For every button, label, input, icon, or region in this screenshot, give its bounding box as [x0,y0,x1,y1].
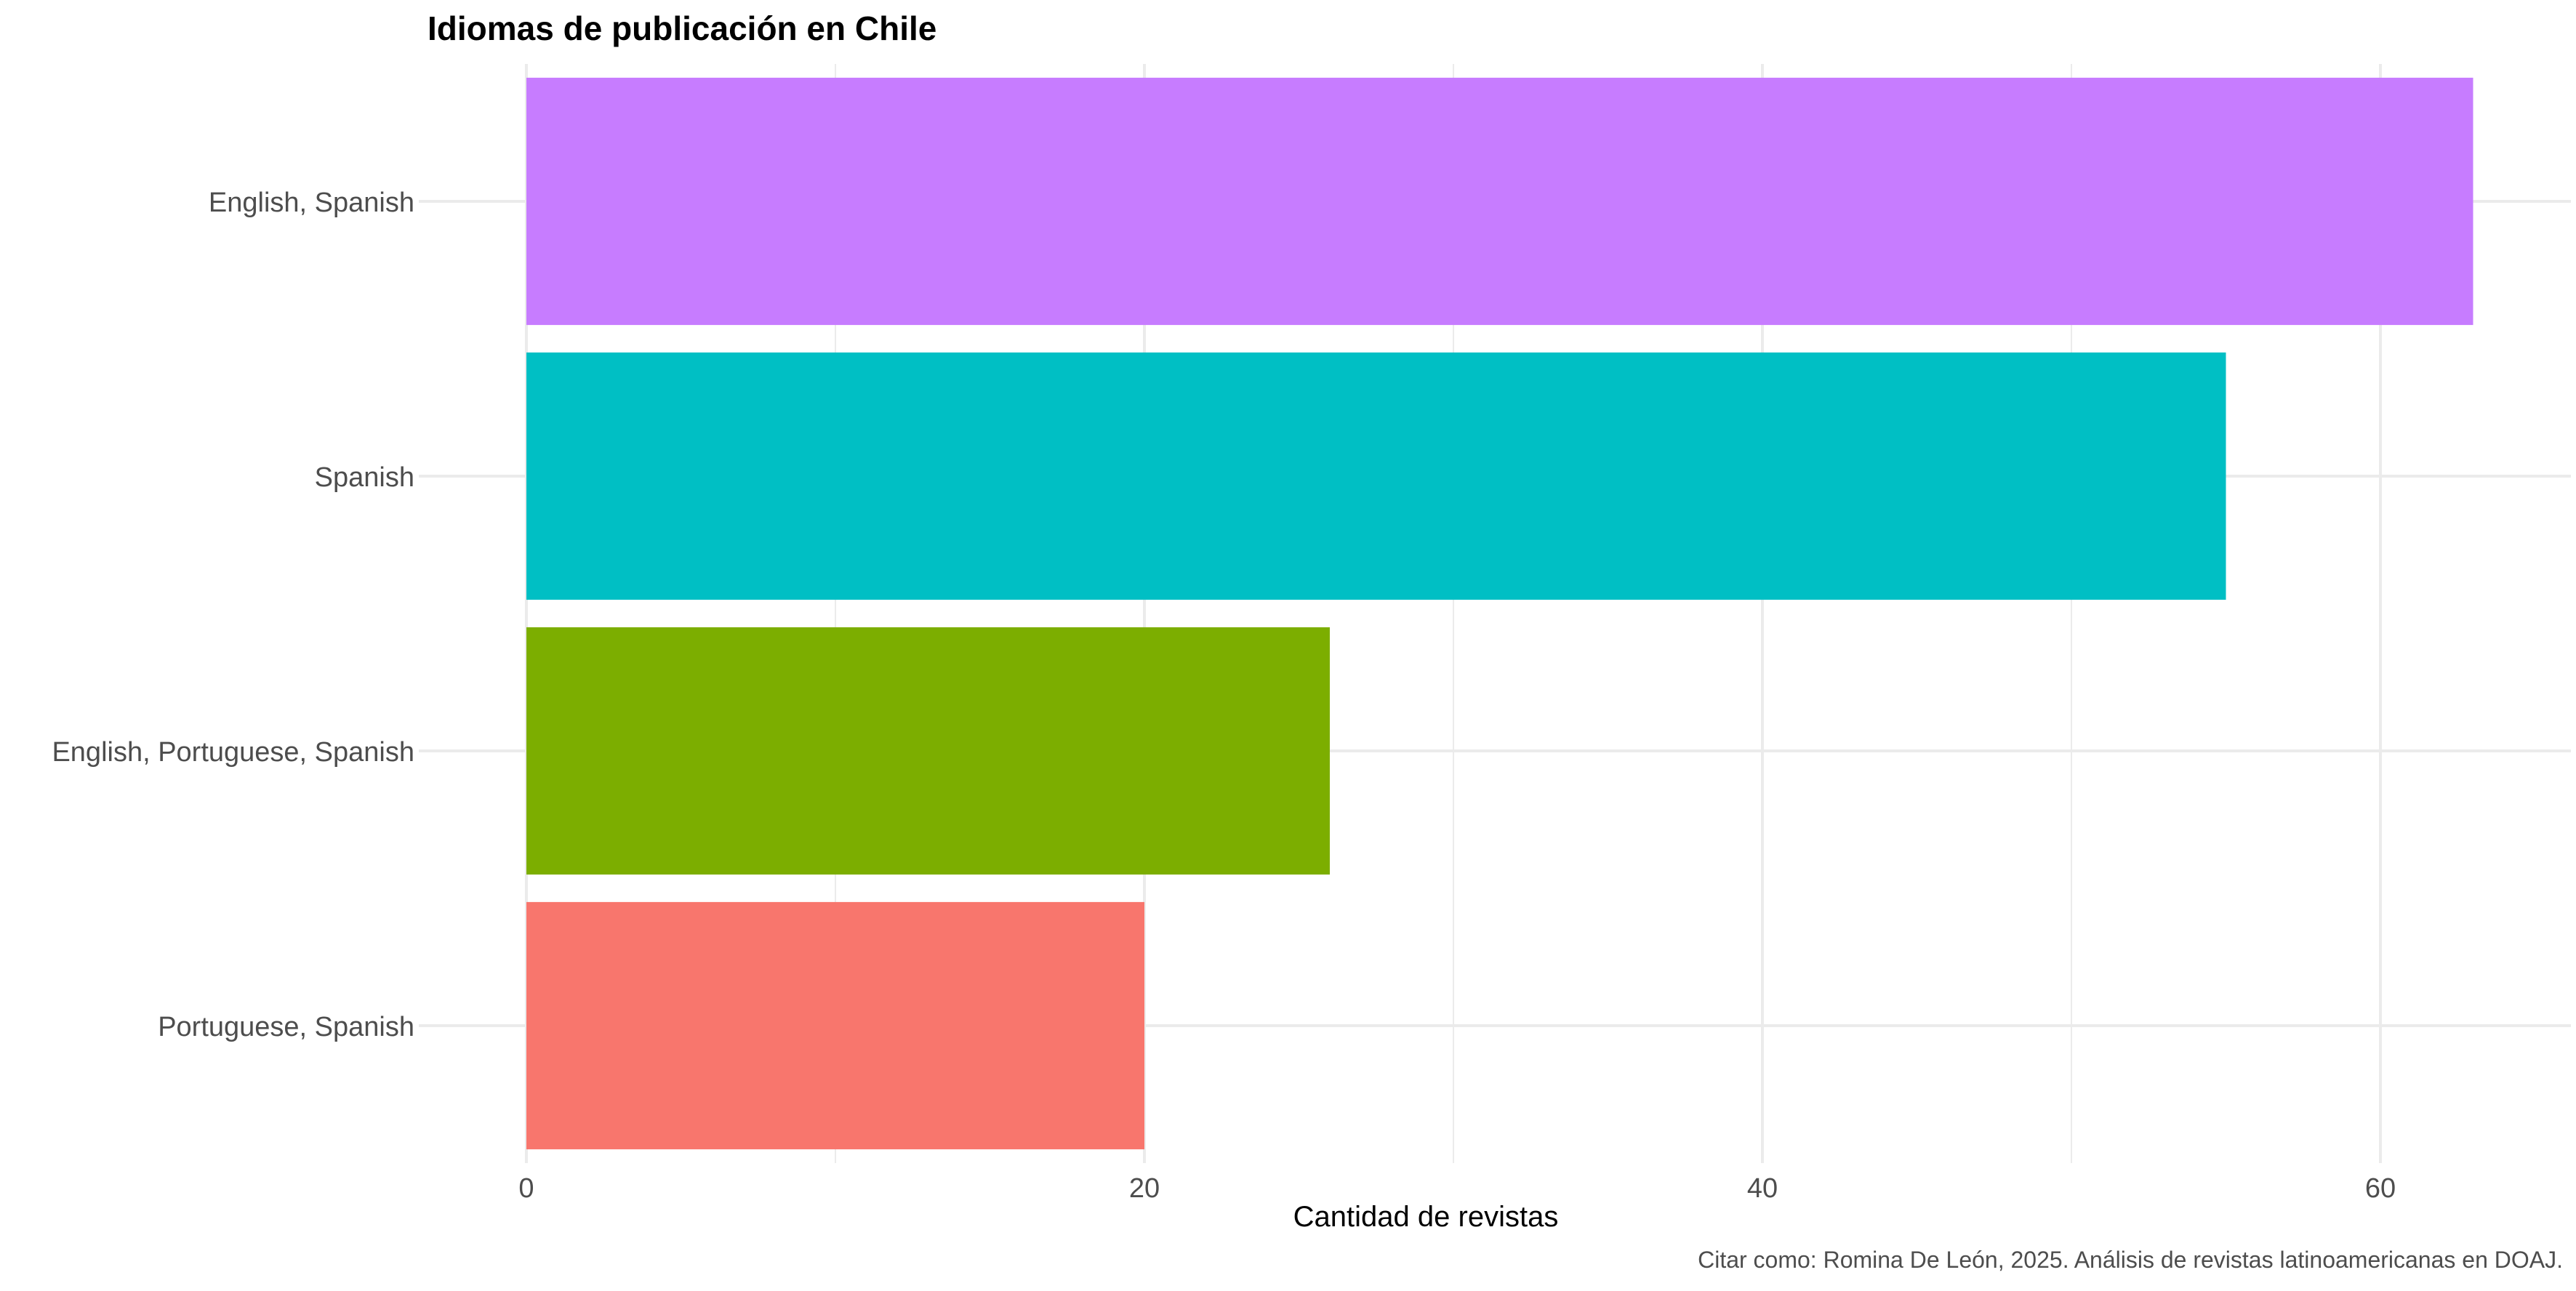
y-tick-label: English, Spanish [209,188,414,218]
x-tick-label: 60 [2365,1173,2396,1204]
chart-title: Idiomas de publicación en Chile [428,9,936,47]
bar [526,901,1144,1150]
x-axis-tick-labels: 0 20 40 60 [518,1173,2396,1204]
x-tick-label: 40 [1747,1173,1778,1204]
bar [526,352,2226,600]
y-tick-label: Portuguese, Spanish [158,1012,414,1042]
y-tick-label: English, Portuguese, Spanish [52,737,414,768]
y-axis-tick-labels: English, Spanish Spanish English, Portugue… [52,188,414,1042]
bar [526,627,1330,875]
bars [526,77,2473,1150]
chart-caption: Citar como: Romina De León, 2025. Anális… [1698,1247,2563,1273]
x-axis-title: Cantidad de revistas [1293,1201,1559,1233]
x-tick-label: 0 [518,1173,534,1204]
bar [526,77,2473,326]
y-tick-label: Spanish [315,462,414,493]
x-tick-label: 20 [1129,1173,1160,1204]
